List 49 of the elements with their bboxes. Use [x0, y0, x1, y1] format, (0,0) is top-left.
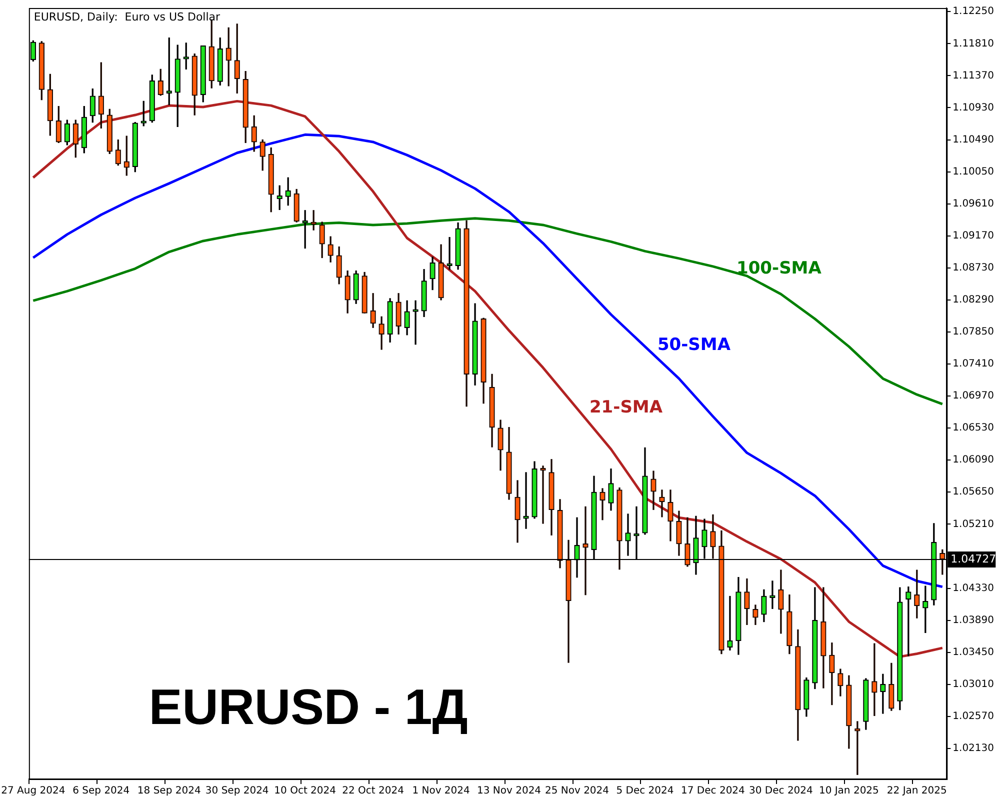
x-tick-label: 25 Nov 2024: [544, 786, 610, 797]
y-tick-label: 1.09170: [952, 230, 994, 242]
y-tick-label: 1.02570: [952, 710, 994, 722]
y-tick-label: 1.06970: [952, 390, 994, 402]
y-tick-label: 1.08730: [952, 262, 994, 274]
candlestick: [770, 580, 776, 609]
x-tick-label: 30 Dec 2024: [749, 786, 813, 797]
annotation: EURUSD - 1Д: [148, 679, 468, 735]
candlestick: [582, 506, 588, 596]
y-tick-label: 1.05650: [952, 486, 994, 498]
y-tick-label: 1.03450: [952, 646, 994, 658]
y-tick-label: 1.11370: [952, 70, 994, 82]
y-tick-label: 1.05210: [952, 518, 994, 530]
y-tick-label: 1.06530: [952, 422, 994, 434]
x-tick-label: 5 Dec 2024: [616, 786, 674, 797]
y-tick-label: 1.10050: [952, 166, 994, 178]
y-tick-label: 1.11810: [952, 38, 994, 50]
series-label: 21-SMA: [589, 398, 664, 418]
x-tick-label: 22 Jan 2025: [886, 786, 947, 797]
y-tick-label: 1.03010: [952, 678, 994, 690]
x-tick-label: 13 Nov 2024: [476, 786, 542, 797]
y-tick-label: 1.04330: [952, 582, 994, 594]
y-tick-label: 1.02130: [952, 743, 994, 754]
x-tick-label: 22 Oct 2024: [342, 786, 404, 797]
chart-title: EURUSD, Daily: Euro vs US Dollar: [34, 10, 221, 24]
x-tick-label: 17 Dec 2024: [681, 786, 745, 797]
series-label: 100-SMA: [736, 258, 822, 279]
candlestick: [727, 596, 733, 650]
candlestick: [625, 514, 631, 556]
y-tick-label: 1.12250: [952, 6, 994, 18]
y-tick-label: 1.03890: [952, 614, 994, 626]
y-tick-label: 1.09610: [952, 198, 994, 210]
y-tick-label: 1.10930: [952, 102, 994, 114]
y-tick-label: 1.07410: [952, 358, 994, 370]
y-tick-label: 1.10490: [952, 134, 994, 146]
y-tick-label: 1.07850: [952, 326, 994, 338]
x-tick-label: 18 Sep 2024: [137, 786, 201, 797]
x-tick-label: 1 Nov 2024: [412, 786, 470, 797]
ref-line-label: 1.04727: [950, 552, 996, 566]
candlestick: [854, 721, 860, 775]
x-tick-label: 27 Aug 2024: [1, 786, 66, 797]
candlestick: [659, 490, 665, 518]
x-tick-label: 6 Sep 2024: [72, 786, 130, 797]
x-tick-label: 10 Jan 2025: [818, 786, 879, 797]
x-tick-label: 30 Sep 2024: [205, 786, 269, 797]
series-label: 50-SMA: [657, 334, 732, 355]
x-tick-label: 10 Oct 2024: [274, 786, 336, 797]
y-tick-label: 1.06090: [952, 454, 994, 466]
y-tick-label: 1.08290: [952, 294, 994, 306]
